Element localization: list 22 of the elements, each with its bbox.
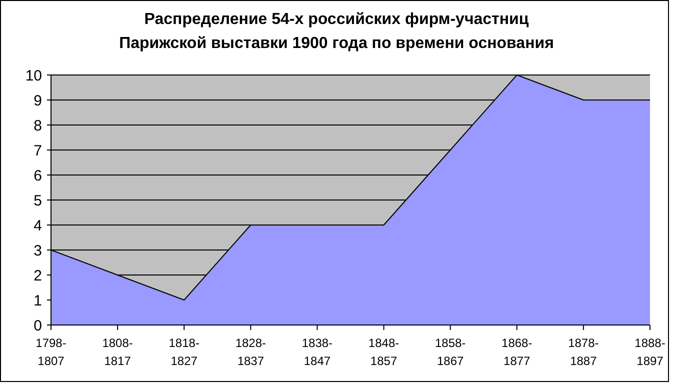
x-tick-label: 1888-1897 [634, 336, 666, 368]
y-tick-label: 7 [34, 142, 42, 160]
x-tick-label: 1828-1837 [235, 336, 266, 368]
x-tick-label: 1798-1807 [36, 336, 66, 368]
y-tick-label: 2 [34, 267, 42, 284]
x-tick-label: 1818-1827 [168, 336, 200, 368]
y-tick-label: 5 [34, 192, 42, 210]
x-tick-label: 1868-1877 [502, 336, 532, 368]
y-tick-label: 8 [34, 117, 42, 134]
y-tick-label: 10 [25, 67, 42, 84]
y-tick-label: 9 [34, 92, 42, 110]
x-tick-label: 1858-1867 [434, 336, 466, 368]
x-tick-label: 1848-1857 [368, 336, 400, 368]
y-tick-label: 3 [34, 242, 42, 260]
x-tick-label: 1808-1817 [102, 336, 133, 368]
y-tick-label: 1 [34, 292, 42, 310]
y-tick-label: 4 [34, 217, 42, 234]
x-tick-label: 1878-1887 [568, 336, 599, 368]
chart-title: Распределение 54-х российских фирм-участниц Парижской выставки 1900 года по времени основания [119, 11, 554, 52]
y-tick-label: 0 [34, 317, 42, 334]
y-tick-label: 6 [34, 167, 42, 184]
x-tick-label: 1838-1847 [302, 336, 333, 368]
